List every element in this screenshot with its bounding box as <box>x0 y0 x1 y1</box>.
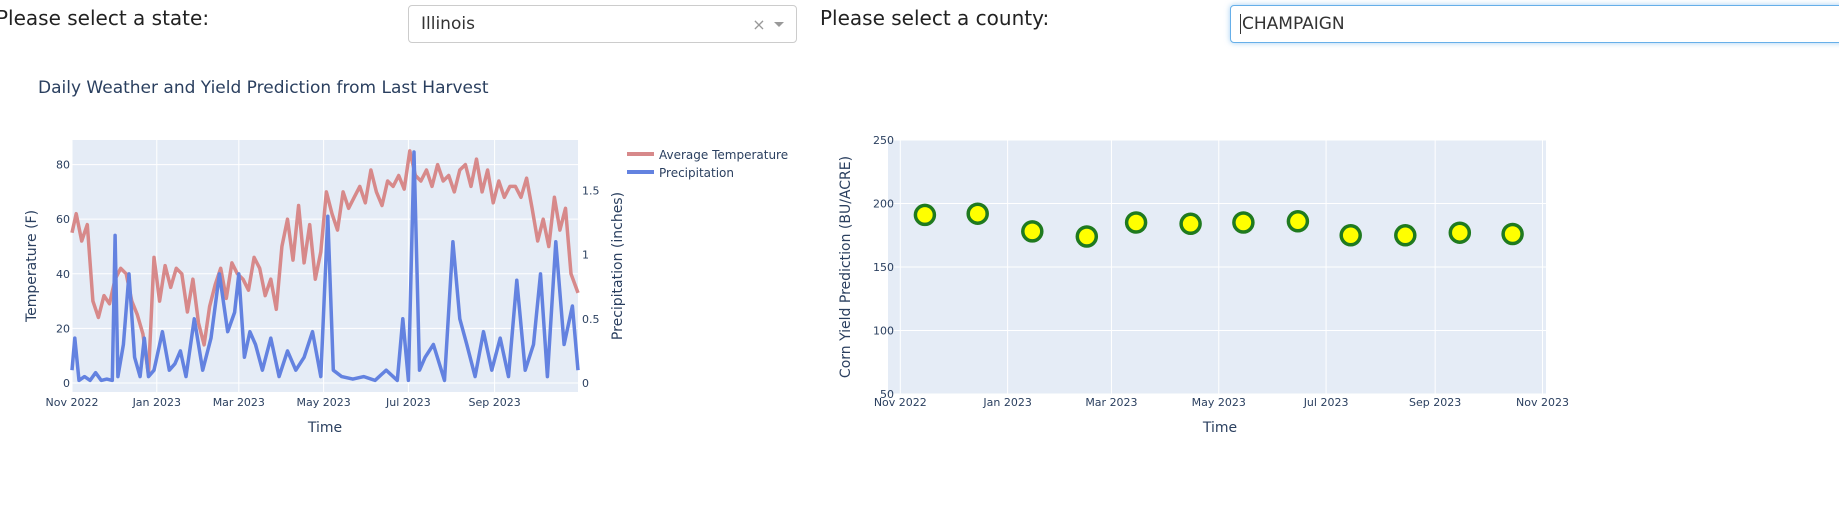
weather-y-tick-label: 40 <box>56 268 70 281</box>
weather-x-axis-title: Time <box>307 420 342 436</box>
yield-x-tick-label: Jan 2023 <box>982 396 1031 409</box>
weather-x-tick-label: Mar 2023 <box>213 396 265 409</box>
weather-y-tick-label: 20 <box>56 322 70 335</box>
weather-chart-title: Daily Weather and Yield Prediction from … <box>38 78 489 98</box>
weather-y-tick-label: 60 <box>56 213 70 226</box>
yield-point <box>1394 224 1417 247</box>
yield-tick-labels: Nov 2022 Jan 2023 Mar 2023 May 2023 Jul 2023… <box>873 134 1569 409</box>
yield-point <box>1448 221 1472 244</box>
yield-y-tick-label: 100 <box>873 325 894 338</box>
weather-x-tick-label: Jul 2023 <box>385 396 431 409</box>
weather-x-tick-label: May 2023 <box>296 396 350 409</box>
yield-x-tick-label: Mar 2023 <box>1085 396 1137 409</box>
weather-y-tick-label: 0 <box>63 377 70 390</box>
chevron-down-icon[interactable] <box>774 21 784 27</box>
yield-point <box>913 203 937 227</box>
yield-gridlines <box>888 139 1546 395</box>
yield-y-tick-label: 250 <box>873 134 894 147</box>
weather-x-tick-label: Jan 2023 <box>132 396 181 409</box>
yield-point <box>1232 211 1255 234</box>
yield-point <box>1179 212 1202 236</box>
legend-label-precipitation[interactable]: Precipitation <box>659 166 734 180</box>
yield-point <box>1124 211 1148 234</box>
precipitation-line <box>70 150 580 383</box>
clear-icon[interactable]: × <box>752 14 766 34</box>
county-input[interactable]: CHAMPAIGN <box>1230 5 1839 43</box>
yield-point <box>1286 210 1310 233</box>
yield-x-axis-title: Time <box>1202 420 1237 436</box>
weather-x-tick-label: Nov 2022 <box>46 396 99 409</box>
legend-label-temperature[interactable]: Average Temperature <box>659 148 788 162</box>
weather-y-tick-label: 80 <box>56 159 70 172</box>
weather-tick-labels: Nov 2022 Jan 2023 Mar 2023 May 2023 Jul 2023… <box>46 159 600 409</box>
weather-x-tick-label: Sep 2023 <box>468 396 520 409</box>
yield-points <box>913 202 1524 248</box>
weather-y2-tick-label: 0.5 <box>582 313 600 326</box>
county-input-value: CHAMPAIGN <box>1240 14 1345 34</box>
yield-point <box>966 202 989 225</box>
yield-point <box>1075 225 1099 248</box>
state-dropdown[interactable]: Illinois × <box>408 5 797 43</box>
weather-series <box>70 149 580 383</box>
county-label: Please select a county: <box>820 6 1050 30</box>
yield-x-tick-label: Nov 2022 <box>874 396 927 409</box>
yield-x-tick-label: Sep 2023 <box>1409 396 1461 409</box>
yield-y-axis-title: Corn Yield Prediction (BU/ACRE) <box>838 156 854 378</box>
weather-y2-tick-label: 1.5 <box>582 185 600 198</box>
state-label: Please select a state: <box>0 6 210 30</box>
yield-x-tick-label: Nov 2023 <box>1516 396 1569 409</box>
yield-point <box>1021 220 1044 243</box>
yield-y-tick-label: 50 <box>880 388 894 401</box>
yield-y-tick-label: 200 <box>873 198 894 211</box>
yield-x-tick-label: May 2023 <box>1192 396 1246 409</box>
yield-point <box>1501 222 1524 246</box>
yield-x-tick-label: Jul 2023 <box>1303 396 1349 409</box>
weather-y2-axis-title: Precipitation (inches) <box>610 192 626 340</box>
yield-point <box>1339 224 1362 247</box>
weather-y2-tick-label: 1 <box>582 249 589 262</box>
state-dropdown-value: Illinois <box>421 14 475 34</box>
yield-y-tick-label: 150 <box>873 261 894 274</box>
weather-y-axis-title: Temperature (F) <box>24 210 40 323</box>
weather-y2-tick-label: 0 <box>582 377 589 390</box>
weather-legend[interactable]: Average Temperature Precipitation <box>627 148 788 180</box>
temperature-line <box>70 149 580 377</box>
